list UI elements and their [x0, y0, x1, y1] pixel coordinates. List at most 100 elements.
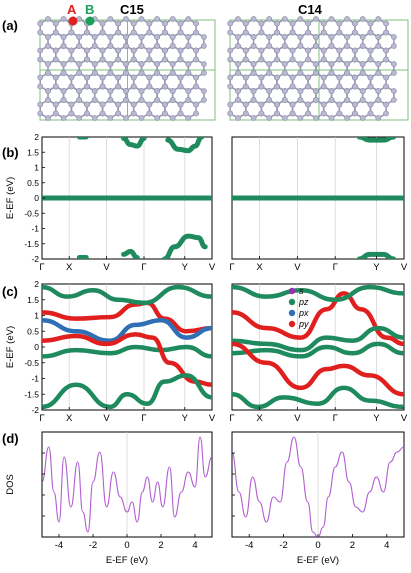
x-tick-label: X — [66, 413, 73, 424]
plot-frame — [231, 283, 405, 411]
carbon-atom — [336, 74, 343, 81]
carbon-atom — [193, 101, 199, 108]
series-4 — [232, 385, 404, 410]
carbon-atom — [258, 56, 265, 63]
carbon-atom — [130, 83, 137, 90]
carbon-atom — [37, 29, 44, 36]
carbon-atom — [274, 83, 280, 90]
carbon-atom — [266, 115, 273, 121]
carbon-atom — [91, 88, 98, 94]
carbon-atom — [123, 43, 129, 49]
carbon-atom — [185, 16, 192, 22]
carbon-atom — [359, 97, 366, 103]
carbon-atom — [297, 16, 304, 22]
carbon-atom — [281, 34, 288, 40]
carbon-atom — [227, 47, 234, 54]
y-tick-label: 0.5 — [27, 178, 39, 188]
series-5 — [42, 373, 212, 410]
legend-marker-pz — [288, 298, 296, 306]
x-tick-label: 4 — [192, 540, 197, 551]
carbon-atom — [76, 88, 83, 94]
carbon-atom — [60, 70, 67, 76]
structure-title-c15: C15 — [120, 2, 144, 17]
carbon-atom — [115, 110, 122, 117]
carbon-atom — [123, 34, 129, 40]
carbon-atom — [375, 97, 382, 103]
carbon-atom — [146, 83, 153, 90]
x-axis-label: E-EF (eV) — [106, 555, 148, 566]
carbon-atom — [169, 115, 176, 121]
carbon-atom — [359, 61, 366, 67]
carbon-atom — [227, 20, 234, 27]
carbon-atom — [84, 110, 90, 117]
carbon-atom — [138, 115, 145, 121]
y-tick-label: -0.5 — [24, 208, 39, 218]
carbon-atom — [146, 74, 153, 81]
site-label-a: A — [67, 2, 77, 17]
carbon-atom — [123, 97, 129, 103]
series-0 — [42, 436, 212, 533]
x-tick-label: Γ — [333, 262, 338, 273]
carbon-atom — [76, 115, 83, 121]
carbon-atom — [52, 83, 59, 90]
carbon-atom — [107, 97, 114, 103]
carbon-atom — [45, 16, 51, 22]
x-tick-label: V — [209, 413, 216, 424]
chart-c-left: 2 1.5 1 0.5 0 -0.5 -1 -1.5 -2 E-EF (eV) Γ X V Γ Y V — [5, 279, 216, 424]
carbon-atom — [84, 74, 90, 81]
carbon-atom — [37, 110, 44, 117]
carbon-atom — [162, 110, 168, 117]
carbon-atom — [99, 47, 106, 54]
x-tick-label: Y — [373, 262, 380, 273]
carbon-atom — [367, 47, 374, 54]
series-3 — [165, 137, 205, 154]
x-tick-label: V — [401, 413, 408, 424]
carbon-atom — [138, 34, 145, 40]
carbon-atom — [313, 88, 319, 94]
carbon-atom — [266, 34, 273, 40]
x-tick-label: V — [294, 413, 301, 424]
carbon-atom — [107, 70, 114, 76]
y-tick-label: -1 — [31, 374, 39, 384]
series-1 — [356, 137, 397, 143]
carbon-atom — [169, 34, 176, 40]
carbon-atom — [336, 101, 343, 108]
carbon-atom — [200, 43, 207, 49]
carbon-atom — [68, 110, 75, 117]
carbon-atom — [146, 47, 153, 54]
carbon-atom — [367, 110, 374, 117]
carbon-atom — [60, 88, 67, 94]
x-axis-label: E-EF (eV) — [297, 555, 339, 566]
carbon-atom — [45, 61, 51, 67]
orbital-legend: s pz px py — [288, 286, 309, 329]
carbon-atom — [130, 20, 137, 27]
carbon-atom — [313, 70, 319, 76]
site-label-b: B — [85, 2, 94, 17]
carbon-atom — [52, 74, 59, 81]
carbon-atom — [289, 29, 296, 36]
carbon-atom — [84, 83, 90, 90]
carbon-atom — [289, 110, 296, 117]
carbon-atom — [60, 43, 67, 49]
x-tick-label: V — [209, 262, 216, 273]
y-tick-label: 2 — [34, 132, 39, 142]
carbon-atom — [336, 110, 343, 117]
carbon-atom — [138, 88, 145, 94]
carbon-atom — [76, 70, 83, 76]
carbon-atom — [227, 110, 234, 117]
carbon-atom — [185, 61, 192, 67]
carbon-atom — [390, 34, 397, 40]
carbon-atom — [146, 56, 153, 63]
carbon-atom — [84, 56, 90, 63]
carbon-atom — [162, 101, 168, 108]
carbon-atom — [390, 43, 397, 49]
y-tick-label: 0 — [34, 193, 39, 203]
carbon-atom — [297, 70, 304, 76]
carbon-atom — [274, 74, 280, 81]
x-tick-label: -2 — [89, 540, 97, 551]
x-tick-label: Γ — [141, 262, 146, 273]
y-tick-label: 1.5 — [27, 295, 39, 305]
carbon-atom — [250, 97, 257, 103]
